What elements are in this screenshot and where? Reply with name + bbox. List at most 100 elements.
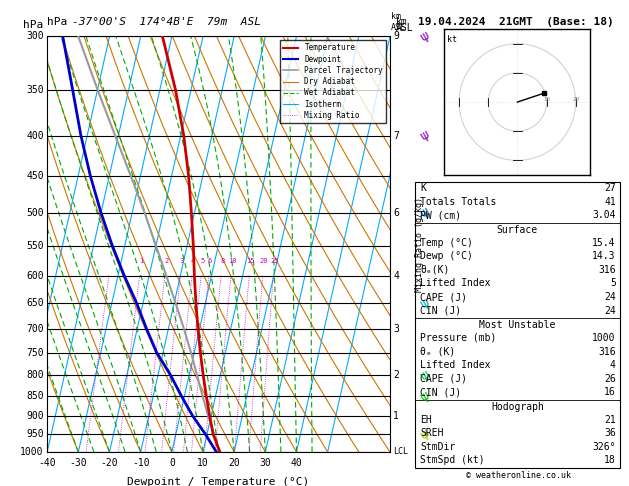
Text: 7: 7 xyxy=(393,131,399,141)
Text: Surface: Surface xyxy=(497,225,538,235)
Text: 900: 900 xyxy=(26,411,44,420)
Text: 5: 5 xyxy=(610,278,616,289)
Text: 0: 0 xyxy=(169,458,175,468)
Text: 36: 36 xyxy=(604,428,616,438)
Text: Mixing Ratio (g/kg): Mixing Ratio (g/kg) xyxy=(415,197,424,292)
Text: CAPE (J): CAPE (J) xyxy=(420,374,467,384)
Text: 1000: 1000 xyxy=(593,333,616,343)
Text: km: km xyxy=(396,17,408,27)
Text: ASL: ASL xyxy=(396,23,414,34)
Text: 1: 1 xyxy=(393,411,399,420)
Text: 750: 750 xyxy=(26,347,44,358)
Text: StmDir: StmDir xyxy=(420,442,455,452)
Text: CIN (J): CIN (J) xyxy=(420,306,461,316)
Text: -30: -30 xyxy=(70,458,87,468)
Text: 27: 27 xyxy=(604,183,616,193)
Text: 25: 25 xyxy=(270,258,279,264)
Text: Dewp (°C): Dewp (°C) xyxy=(420,251,473,261)
Text: 19.04.2024  21GMT  (Base: 18): 19.04.2024 21GMT (Base: 18) xyxy=(418,17,614,27)
Text: -20: -20 xyxy=(101,458,118,468)
Legend: Temperature, Dewpoint, Parcel Trajectory, Dry Adiabat, Wet Adiabat, Isotherm, Mi: Temperature, Dewpoint, Parcel Trajectory… xyxy=(280,40,386,123)
Text: Temp (°C): Temp (°C) xyxy=(420,238,473,248)
Text: 10: 10 xyxy=(543,97,550,102)
Text: ψ: ψ xyxy=(418,427,431,442)
Text: θₑ(K): θₑ(K) xyxy=(420,265,450,275)
Text: 4: 4 xyxy=(191,258,196,264)
Text: 1: 1 xyxy=(139,258,143,264)
Text: © weatheronline.co.uk: © weatheronline.co.uk xyxy=(467,471,571,480)
Text: PW (cm): PW (cm) xyxy=(420,210,461,221)
Text: 20: 20 xyxy=(260,258,268,264)
Text: 20: 20 xyxy=(572,97,579,102)
Text: 4: 4 xyxy=(393,271,399,281)
Text: 40: 40 xyxy=(291,458,303,468)
Text: ψ: ψ xyxy=(418,295,431,311)
Text: hPa: hPa xyxy=(23,20,44,30)
Text: ψ: ψ xyxy=(418,388,431,403)
Text: 316: 316 xyxy=(598,347,616,357)
Text: 2: 2 xyxy=(164,258,169,264)
Text: Totals Totals: Totals Totals xyxy=(420,197,496,207)
Text: 15: 15 xyxy=(246,258,255,264)
Text: 30: 30 xyxy=(259,458,271,468)
Text: 20: 20 xyxy=(228,458,240,468)
Text: 14.3: 14.3 xyxy=(593,251,616,261)
Text: 16: 16 xyxy=(604,387,616,398)
Text: 10: 10 xyxy=(197,458,209,468)
Text: 21: 21 xyxy=(604,415,616,425)
Text: 3: 3 xyxy=(180,258,184,264)
Text: Most Unstable: Most Unstable xyxy=(479,320,555,330)
Text: -37°00'S  174°4B'E  79m  ASL: -37°00'S 174°4B'E 79m ASL xyxy=(72,17,261,27)
Text: StmSpd (kt): StmSpd (kt) xyxy=(420,455,485,466)
Text: 300: 300 xyxy=(26,32,44,41)
Text: 500: 500 xyxy=(26,208,44,218)
Text: 6: 6 xyxy=(393,208,399,218)
Text: CIN (J): CIN (J) xyxy=(420,387,461,398)
Text: 650: 650 xyxy=(26,298,44,308)
Text: CAPE (J): CAPE (J) xyxy=(420,292,467,302)
Text: 10: 10 xyxy=(228,258,237,264)
Text: km
ASL: km ASL xyxy=(391,12,406,32)
Text: 18: 18 xyxy=(604,455,616,466)
Text: 8: 8 xyxy=(220,258,225,264)
Text: Dewpoint / Temperature (°C): Dewpoint / Temperature (°C) xyxy=(128,477,309,486)
Text: SREH: SREH xyxy=(420,428,443,438)
Text: 24: 24 xyxy=(604,292,616,302)
Text: 850: 850 xyxy=(26,391,44,401)
Text: LCL: LCL xyxy=(393,448,408,456)
Text: 1000: 1000 xyxy=(20,447,44,457)
Text: 350: 350 xyxy=(26,85,44,95)
Text: -40: -40 xyxy=(38,458,56,468)
Text: 950: 950 xyxy=(26,429,44,439)
Text: 24: 24 xyxy=(604,306,616,316)
Text: 316: 316 xyxy=(598,265,616,275)
Text: ψ: ψ xyxy=(418,128,431,143)
Text: 700: 700 xyxy=(26,324,44,334)
Text: ψ: ψ xyxy=(418,367,431,382)
Text: 600: 600 xyxy=(26,271,44,281)
Text: 4: 4 xyxy=(610,360,616,370)
Text: 326°: 326° xyxy=(593,442,616,452)
Text: θₑ (K): θₑ (K) xyxy=(420,347,455,357)
Text: hPa: hPa xyxy=(47,17,67,27)
Text: ψ: ψ xyxy=(418,29,431,44)
Text: 400: 400 xyxy=(26,131,44,141)
Text: -10: -10 xyxy=(132,458,150,468)
Text: 26: 26 xyxy=(604,374,616,384)
Text: Lifted Index: Lifted Index xyxy=(420,278,491,289)
Text: 2: 2 xyxy=(393,370,399,380)
Text: kt: kt xyxy=(447,35,457,44)
Text: Lifted Index: Lifted Index xyxy=(420,360,491,370)
Text: K: K xyxy=(420,183,426,193)
Text: ψ: ψ xyxy=(418,205,431,221)
Text: 800: 800 xyxy=(26,370,44,380)
Text: 15.4: 15.4 xyxy=(593,238,616,248)
Text: 5: 5 xyxy=(200,258,204,264)
Text: 3: 3 xyxy=(393,324,399,334)
Text: 41: 41 xyxy=(604,197,616,207)
Text: 6: 6 xyxy=(208,258,212,264)
Text: EH: EH xyxy=(420,415,432,425)
Text: 550: 550 xyxy=(26,241,44,251)
Text: 3.04: 3.04 xyxy=(593,210,616,221)
Text: 450: 450 xyxy=(26,172,44,181)
